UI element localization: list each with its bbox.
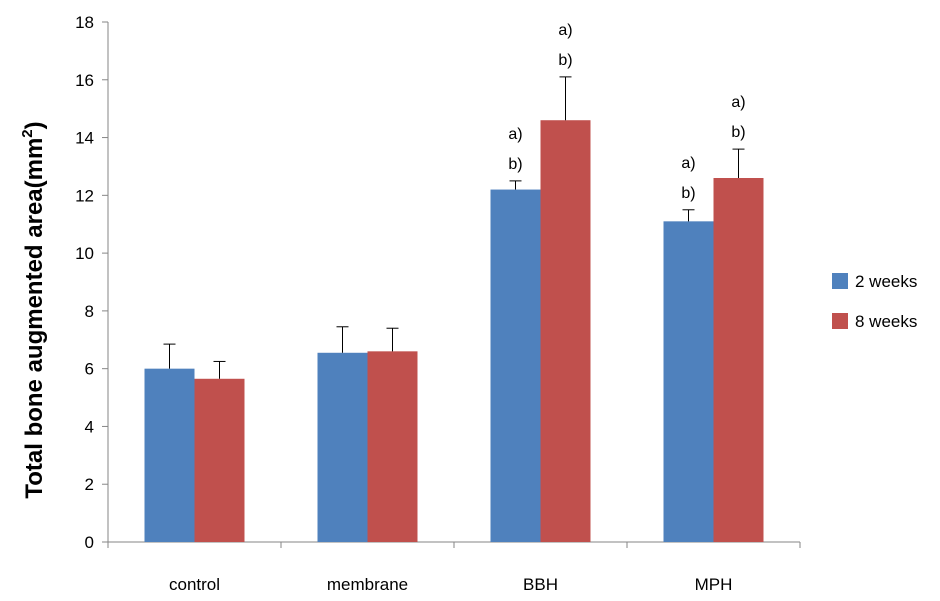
- y-tick-label: 8: [85, 302, 94, 321]
- significance-label: b): [558, 52, 572, 69]
- y-tick-label: 14: [75, 129, 94, 148]
- bar: [144, 368, 195, 542]
- y-axis-title-superscript: 2: [19, 129, 36, 137]
- significance-label: a): [731, 94, 745, 111]
- significance-label: b): [681, 185, 695, 202]
- bar: [490, 189, 541, 543]
- y-axis-title-close: ): [21, 121, 48, 129]
- legend-label: 8 weeks: [855, 312, 917, 331]
- x-tick-label: MPH: [695, 575, 733, 594]
- y-tick-label: 4: [85, 417, 94, 436]
- bar: [540, 120, 591, 542]
- legend-swatch: [832, 273, 848, 289]
- significance-label: a): [508, 126, 522, 143]
- bar: [317, 352, 368, 542]
- significance-label: a): [558, 22, 572, 39]
- y-tick-label: 2: [85, 475, 94, 494]
- x-tick-label: membrane: [327, 575, 408, 594]
- y-tick-label: 18: [75, 13, 94, 32]
- bar: [713, 178, 764, 542]
- significance-label: b): [508, 156, 522, 173]
- y-tick-label: 0: [85, 533, 94, 552]
- y-tick-label: 6: [85, 360, 94, 379]
- y-axis-title: Total bone augmented area(mm2): [19, 121, 48, 498]
- bar: [194, 378, 245, 542]
- bar: [663, 221, 714, 543]
- legend-swatch: [832, 313, 848, 329]
- x-tick-label: BBH: [523, 575, 558, 594]
- axes: 0 2 4 6 8 10 12 14 16 18 control membrane BBH MPH: [75, 13, 801, 594]
- bars: [144, 120, 764, 543]
- significance-label: b): [731, 124, 745, 141]
- y-tick-label: 12: [75, 186, 94, 205]
- x-tick-label: control: [169, 575, 220, 594]
- y-axis-title-main: Total bone augmented area(mm: [21, 138, 48, 499]
- significance-label: a): [681, 155, 695, 172]
- y-tick-label: 10: [75, 244, 94, 263]
- annotations: a) b) a) b) a) b) a) b): [508, 22, 745, 202]
- y-tick-label: 16: [75, 71, 94, 90]
- legend-label: 2 weeks: [855, 272, 917, 291]
- legend: 2 weeks 8 weeks: [832, 272, 917, 331]
- bar: [367, 351, 418, 542]
- error-bars: [163, 76, 745, 379]
